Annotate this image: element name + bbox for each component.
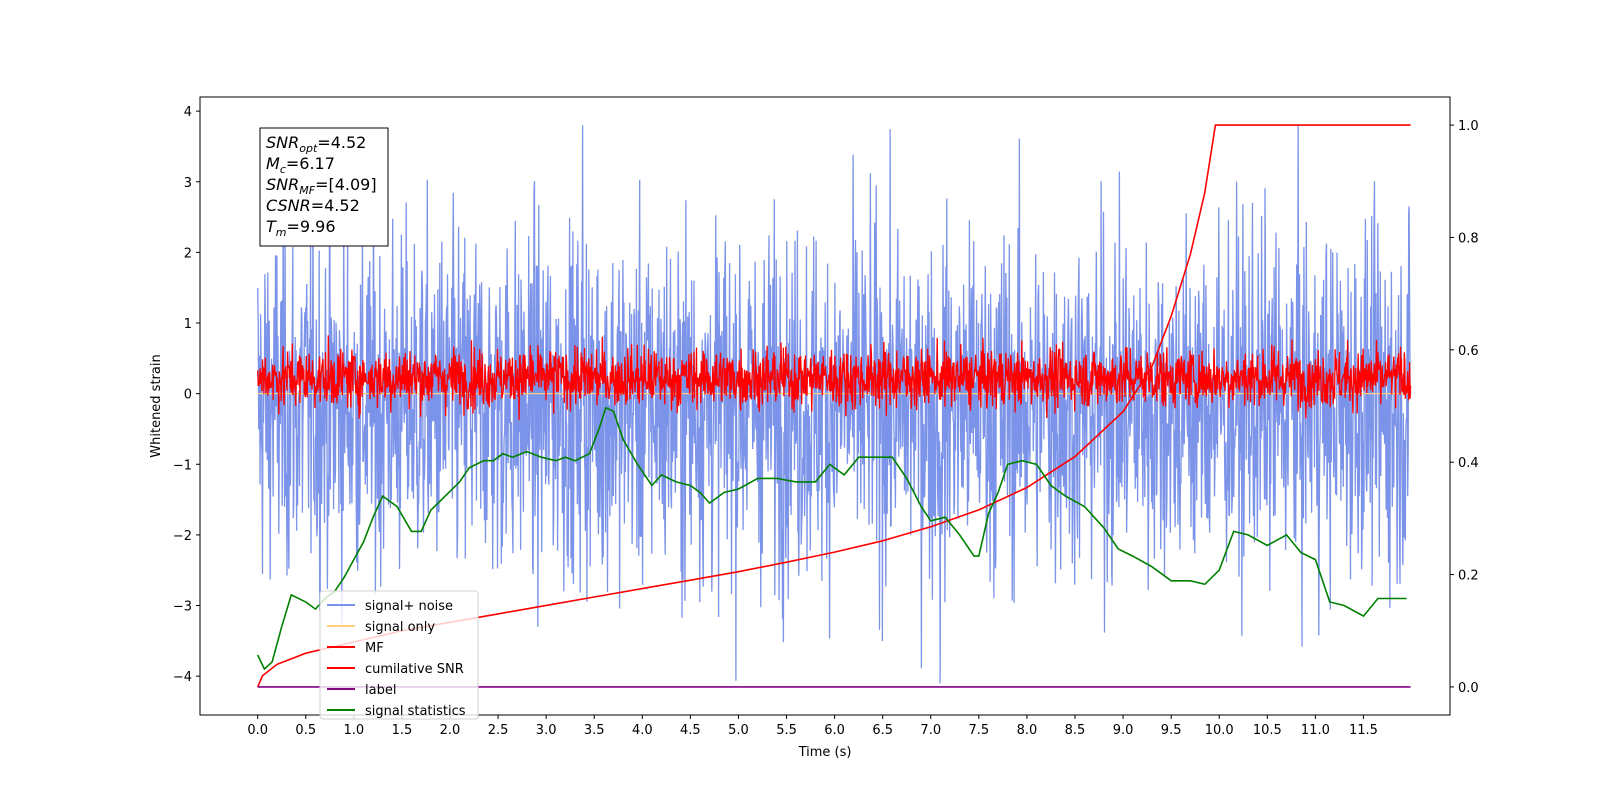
y-axis-title: Whitened strain <box>149 354 164 457</box>
y-tick-label: −4 <box>173 670 192 685</box>
mf-series <box>257 335 1412 421</box>
signal-statistics-series <box>256 406 1407 671</box>
y2-tick-label: 0.6 <box>1458 344 1479 359</box>
legend-frame <box>319 590 479 720</box>
x-tick-label: 11.5 <box>1349 723 1378 738</box>
y2-tick-label: 0.4 <box>1458 456 1479 471</box>
x-tick-label: 4.5 <box>680 723 701 738</box>
x-tick-label: 0.0 <box>247 723 268 738</box>
x-tick-label: 9.5 <box>1161 723 1182 738</box>
y-tick-label: 0 <box>184 388 192 403</box>
x-tick-label: 8.5 <box>1065 723 1086 738</box>
y-tick-label: −3 <box>173 600 192 615</box>
x-tick-label: 5.0 <box>728 723 749 738</box>
x-tick-label: 5.5 <box>776 723 797 738</box>
x-axis-title: Time (s) <box>798 745 852 760</box>
x-axis: 0.0 0.5 1.0 1.5 2.0 2.5 3.0 3.5 4.0 4.5 5.0 5.5 6.0 6… <box>247 715 1378 738</box>
y2-axis: 1.0 0.8 0.6 0.4 0.2 0.0 <box>1450 119 1479 696</box>
x-tick-label: 7.0 <box>920 723 941 738</box>
y2-tick-label: 1.0 <box>1458 119 1479 134</box>
stats-line: SNRMF=[4.09] <box>266 175 377 197</box>
y-tick-label: −1 <box>173 458 192 473</box>
y-tick-label: −2 <box>173 529 192 544</box>
legend-label: signal only <box>365 620 435 635</box>
legend-label: label <box>365 683 396 698</box>
x-tick-label: 2.5 <box>488 723 509 738</box>
y-tick-label: 4 <box>184 105 192 120</box>
legend-label: cumilative SNR <box>365 662 464 677</box>
x-tick-label: 7.5 <box>969 723 990 738</box>
x-tick-label: 10.5 <box>1253 723 1282 738</box>
y-axis: 4 3 2 1 0 −1 −2 −3 −4 <box>173 105 200 685</box>
legend-label: signal+ noise <box>365 599 453 614</box>
x-tick-label: 3.5 <box>584 723 605 738</box>
legend-label: signal statistics <box>365 704 466 719</box>
plot-frame <box>199 96 1451 716</box>
x-tick-label: 2.0 <box>440 723 461 738</box>
legend-label: MF <box>365 641 384 656</box>
x-tick-label: 8.0 <box>1017 723 1038 738</box>
x-tick-label: 1.0 <box>344 723 365 738</box>
x-tick-label: 3.0 <box>536 723 557 738</box>
y2-tick-label: 0.8 <box>1458 231 1479 246</box>
stats-box-frame <box>259 127 389 247</box>
y2-tick-label: 0.0 <box>1458 681 1479 696</box>
stats-line: Mc=6.17 <box>266 154 335 176</box>
y2-tick-label: 0.2 <box>1458 569 1479 584</box>
stats-line: SNRopt=4.52 <box>266 133 366 155</box>
x-tick-label: 10.0 <box>1205 723 1234 738</box>
legend: signal+ noise signal only MF cumilative SNR… <box>319 590 479 720</box>
y-tick-label: 3 <box>184 176 192 191</box>
x-tick-label: 11.0 <box>1301 723 1330 738</box>
x-tick-label: 0.5 <box>295 723 316 738</box>
y-tick-label: 2 <box>184 246 192 261</box>
stats-line: CSNR=4.52 <box>266 196 360 215</box>
stats-line: Tm=9.96 <box>266 217 336 239</box>
y-tick-label: 1 <box>184 317 192 332</box>
x-tick-label: 9.0 <box>1113 723 1134 738</box>
x-tick-label: 1.5 <box>392 723 413 738</box>
x-tick-label: 6.5 <box>872 723 893 738</box>
x-tick-label: 4.0 <box>632 723 653 738</box>
x-tick-label: 6.0 <box>824 723 845 738</box>
